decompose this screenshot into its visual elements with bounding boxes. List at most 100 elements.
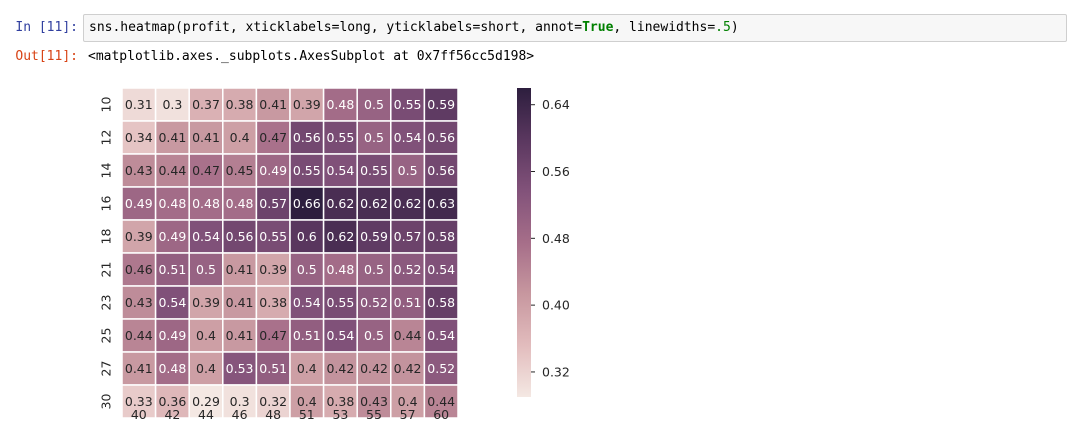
x-tick-label: 57 — [400, 407, 416, 422]
cell-annotation: 0.42 — [394, 361, 422, 376]
cell-annotation: 0.3 — [162, 97, 182, 112]
y-tick-label: 14 — [98, 163, 113, 179]
cell-annotation: 0.39 — [259, 262, 287, 277]
cell-annotation: 0.36 — [158, 394, 186, 409]
cell-annotation: 0.55 — [326, 295, 354, 310]
cell-annotation: 0.47 — [259, 328, 287, 343]
code-input-cell[interactable]: sns.heatmap(profit, xticklabels=long, yt… — [83, 14, 1067, 42]
heatmap-cell — [154, 285, 190, 320]
heatmap-cell — [188, 120, 224, 155]
cell-annotation: 0.4 — [196, 361, 216, 376]
code-number: .5 — [715, 20, 731, 35]
x-tick-label: 60 — [433, 407, 449, 422]
heatmap-cell — [356, 219, 392, 254]
cell-annotation: 0.57 — [259, 196, 287, 211]
input-prompt: In [11]: — [15, 20, 78, 35]
heatmap-cell — [121, 87, 157, 122]
heatmap-cell — [222, 351, 258, 386]
cell-annotation: 0.6 — [297, 229, 317, 244]
cell-annotation: 0.43 — [125, 295, 153, 310]
heatmap-cell — [222, 120, 258, 155]
cell-annotation: 0.45 — [226, 163, 254, 178]
cell-annotation: 0.5 — [364, 97, 384, 112]
cell-annotation: 0.4 — [230, 130, 250, 145]
heatmap-cell — [423, 153, 459, 188]
heatmap-cell — [322, 384, 358, 419]
heatmap-cell — [188, 318, 224, 353]
cell-annotation: 0.47 — [259, 130, 287, 145]
code-keyword-true: True — [582, 20, 614, 35]
code-suffix: ) — [730, 20, 739, 35]
code-prefix: sns.heatmap(profit, xticklabels=long, yt… — [89, 20, 583, 35]
heatmap-cell — [255, 186, 291, 221]
output-prompt: Out[11]: — [15, 49, 78, 64]
cell-annotation: 0.39 — [192, 295, 220, 310]
cell-annotation: 0.55 — [326, 130, 354, 145]
cell-annotation: 0.4 — [398, 394, 418, 409]
y-tick-label: 12 — [98, 130, 113, 146]
heatmap-cell — [390, 186, 426, 221]
cell-annotation: 0.34 — [125, 130, 153, 145]
cell-annotation: 0.59 — [360, 229, 388, 244]
cell-annotation: 0.4 — [297, 394, 317, 409]
heatmap-cell — [322, 87, 358, 122]
heatmap-cell — [255, 252, 291, 287]
heatmap-cell — [356, 351, 392, 386]
cell-annotation: 0.44 — [125, 328, 153, 343]
heatmap-cell — [390, 318, 426, 353]
y-tick-label: 25 — [98, 328, 113, 344]
cell-annotation: 0.44 — [427, 394, 455, 409]
heatmap-cell — [121, 285, 157, 320]
cell-annotation: 0.48 — [226, 196, 254, 211]
cell-annotation: 0.55 — [293, 163, 321, 178]
cell-annotation: 0.42 — [360, 361, 388, 376]
cell-annotation: 0.49 — [259, 163, 287, 178]
cell-annotation: 0.56 — [427, 163, 455, 178]
cell-annotation: 0.48 — [326, 262, 354, 277]
cell-annotation: 0.52 — [360, 295, 388, 310]
y-tick-label: 27 — [98, 361, 113, 377]
cell-annotation: 0.49 — [158, 328, 186, 343]
cell-annotation: 0.41 — [226, 328, 254, 343]
cell-annotation: 0.41 — [158, 130, 186, 145]
heatmap-cell — [222, 285, 258, 320]
cell-annotation: 0.43 — [125, 163, 153, 178]
heatmap-cell — [121, 384, 157, 419]
cell-annotation: 0.62 — [394, 196, 422, 211]
heatmap-cell — [154, 252, 190, 287]
x-tick-label: 46 — [232, 407, 248, 422]
cell-annotation: 0.39 — [125, 229, 153, 244]
cell-annotation: 0.56 — [293, 130, 321, 145]
heatmap-cell — [154, 318, 190, 353]
heatmap-cell — [222, 186, 258, 221]
cell-annotation: 0.48 — [192, 196, 220, 211]
cell-annotation: 0.5 — [297, 262, 317, 277]
cell-annotation: 0.38 — [326, 394, 354, 409]
cell-annotation: 0.51 — [259, 361, 287, 376]
cell-annotation: 0.5 — [196, 262, 216, 277]
cell-annotation: 0.66 — [293, 196, 321, 211]
heatmap-cell — [423, 351, 459, 386]
cell-annotation: 0.41 — [125, 361, 153, 376]
colorbar-tick-label: 0.48 — [542, 231, 570, 246]
x-tick-label: 44 — [198, 407, 214, 422]
x-tick-label: 53 — [332, 407, 348, 422]
cell-annotation: 0.54 — [192, 229, 220, 244]
heatmap-cell — [390, 351, 426, 386]
y-tick-label: 21 — [98, 262, 113, 278]
cell-annotation: 0.38 — [226, 97, 254, 112]
heatmap-cell — [222, 384, 258, 419]
colorbar-tick-label: 0.32 — [542, 364, 570, 379]
heatmap-cell — [289, 285, 325, 320]
cell-annotation: 0.33 — [125, 394, 153, 409]
cell-annotation: 0.41 — [192, 130, 220, 145]
cell-annotation: 0.62 — [326, 229, 354, 244]
y-tick-label: 23 — [98, 295, 113, 311]
cell-annotation: 0.63 — [427, 196, 455, 211]
colorbar-tick-label: 0.40 — [542, 298, 570, 313]
cell-annotation: 0.38 — [259, 295, 287, 310]
colorbar — [517, 88, 531, 397]
heatmap-cell — [289, 252, 325, 287]
